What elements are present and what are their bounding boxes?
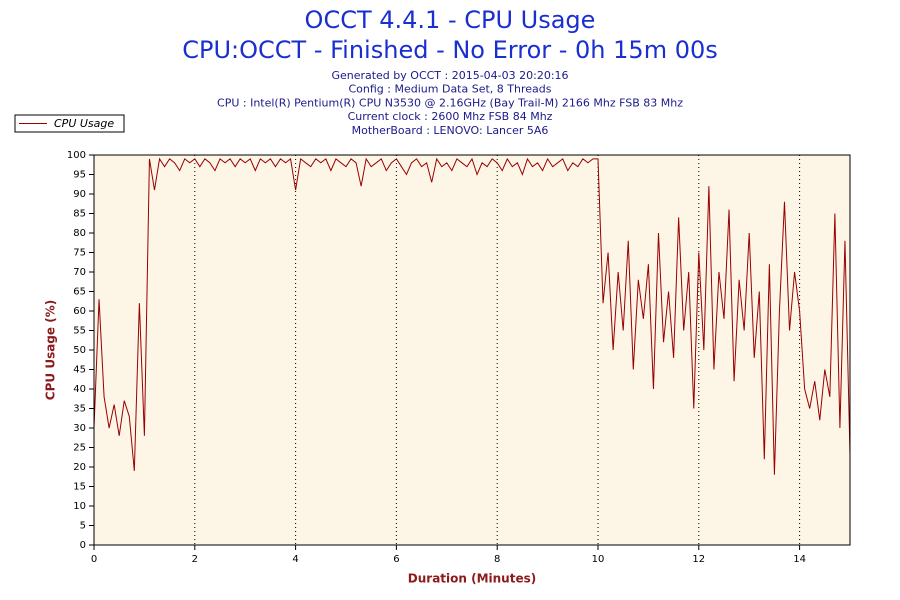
y-tick-label: 65 [73,287,86,298]
info-line: MotherBoard : LENOVO: Lancer 5A6 [352,124,549,137]
info-line: Config : Medium Data Set, 8 Threads [349,83,552,96]
x-axis-label: Duration (Minutes) [408,572,536,586]
y-tick-label: 50 [73,345,86,356]
y-tick-label: 15 [73,482,86,493]
y-tick-label: 75 [73,248,86,259]
data-line [93,157,851,475]
y-tick-label: 25 [73,443,86,454]
x-tick-label: 14 [793,554,806,565]
y-tick-label: 45 [73,365,86,376]
y-tick-label: 40 [73,384,86,395]
y-tick-label: 10 [73,501,86,512]
legend-box [14,114,125,133]
y-tick-label: 80 [73,228,86,239]
y-tick-label: 70 [73,267,86,278]
x-tick-label: 4 [292,554,298,565]
x-tick-label: 2 [192,554,198,565]
y-tick-label: 0 [80,540,86,551]
y-tick-label: 90 [73,189,86,200]
y-tick-label: 95 [73,170,86,181]
x-tick-label: 12 [692,554,705,565]
y-tick-label: 85 [73,209,86,220]
x-tick-label: 0 [91,554,97,565]
y-tick-label: 5 [80,521,86,532]
y-axis-label: CPU Usage (%) [44,300,58,400]
x-tick-label: 10 [592,554,605,565]
y-tick-label: 35 [73,404,86,415]
info-line: CPU : Intel(R) Pentium(R) CPU N3530 @ 2.… [217,96,683,109]
plot-frame [93,154,851,546]
legend-label: CPU Usage [54,117,114,130]
y-tick-label: 60 [73,306,86,317]
chart-subtitle: CPU:OCCT - Finished - No Error - 0h 15m … [182,36,718,64]
y-tick-label: 55 [73,326,86,337]
chart-title: OCCT 4.4.1 - CPU Usage [305,6,596,34]
y-tick-label: 30 [73,423,86,434]
y-tick-label: 100 [67,150,86,161]
info-line: Current clock : 2600 Mhz FSB 84 Mhz [348,110,553,123]
info-line: Generated by OCCT : 2015-04-03 20:20:16 [331,69,568,82]
y-tick-label: 20 [73,462,86,473]
x-tick-label: 8 [494,554,500,565]
plot-area [94,155,850,545]
x-tick-label: 6 [393,554,399,565]
